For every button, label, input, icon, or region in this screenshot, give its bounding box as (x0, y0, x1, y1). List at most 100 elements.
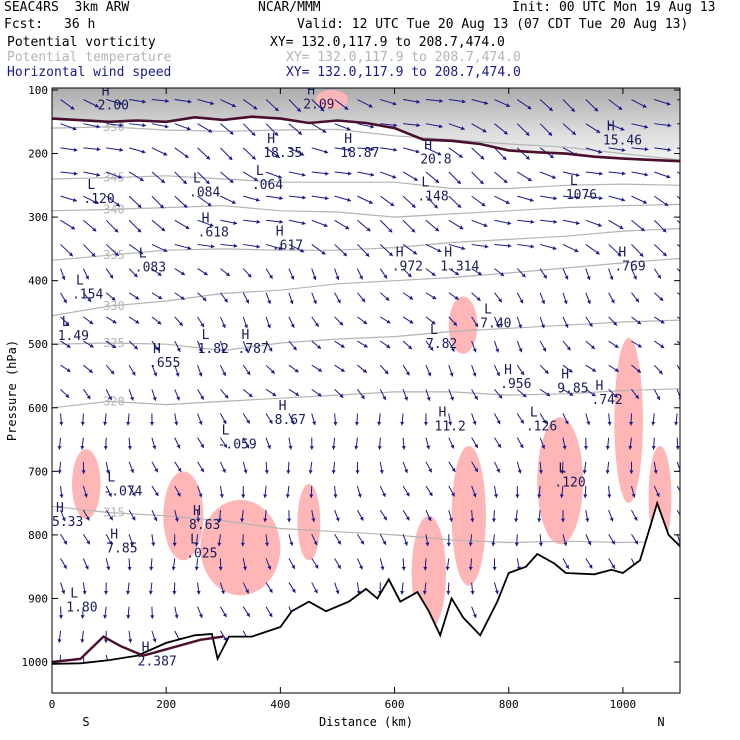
extremum-type: L (430, 323, 438, 338)
wind-vector-145 (197, 195, 212, 207)
x-tick-label-1000: 1000 (610, 698, 637, 711)
wind-vector-188 (242, 147, 256, 160)
wind-vector-head (198, 613, 203, 618)
wind-vector-563 (654, 123, 672, 128)
wind-vector-162 (197, 606, 203, 619)
wind-vector-head (256, 219, 261, 224)
wind-vector-313 (357, 533, 365, 545)
wind-vector-head (200, 323, 204, 328)
pv-region-9 (315, 90, 348, 110)
wind-vector-head (171, 566, 176, 571)
wind-vector-274 (334, 99, 349, 111)
wind-vector-191 (243, 219, 261, 224)
wind-vector-482 (562, 99, 576, 113)
wind-vector-569 (653, 268, 662, 279)
wind-vector-head (222, 420, 227, 425)
wind-vector-373 (425, 461, 433, 473)
wind-vector-341 (402, 195, 416, 209)
wind-vector-103 (151, 292, 163, 300)
wind-vector-109 (151, 437, 157, 450)
wind-vector-375 (425, 509, 432, 522)
wind-vector-183 (219, 582, 225, 595)
wind-vector-head (182, 180, 187, 185)
wind-vector-head (662, 252, 667, 257)
wind-vector-head (552, 175, 556, 179)
wind-vector-head (537, 518, 542, 523)
wind-vector-58 (105, 340, 117, 349)
wind-vector-388 (448, 316, 458, 327)
wind-vector-head (515, 494, 520, 498)
wind-vector-head (502, 156, 507, 161)
wind-vector-head (660, 344, 665, 348)
wind-vector-head (294, 368, 299, 373)
wind-vector-104 (151, 316, 162, 325)
wind-vector-head (564, 275, 569, 280)
wind-vector-head (450, 396, 454, 401)
wind-vector-head (690, 100, 694, 104)
extremum-value: .084 (189, 186, 220, 201)
wind-vector-417 (470, 510, 475, 523)
wind-vector-67 (105, 558, 111, 571)
wind-vector-181 (217, 534, 222, 547)
wind-vector-120 (174, 147, 189, 159)
wind-vector-head (404, 396, 409, 401)
wind-vector-head (527, 177, 532, 181)
wind-vector-258 (311, 219, 328, 228)
wind-vector-head (343, 252, 347, 257)
wind-vector-148 (197, 268, 208, 276)
wind-vector-shaft (676, 219, 680, 224)
wind-vector-head (586, 421, 591, 426)
wind-vector-head (382, 396, 386, 401)
wind-vector-head (80, 615, 85, 619)
wind-vector-head (393, 147, 398, 152)
wind-vector-head (131, 371, 136, 376)
wind-vector-507 (585, 219, 602, 227)
wind-vector-head (411, 203, 416, 208)
wind-vector-head (392, 174, 397, 179)
wind-vector-head (198, 420, 203, 425)
wind-vector-17 (60, 509, 66, 522)
wind-vector-366 (425, 292, 437, 300)
wind-vector-head (316, 345, 321, 349)
wind-vector-196 (242, 340, 249, 353)
wind-vector-530 (608, 292, 615, 304)
wind-vector-head (251, 131, 256, 136)
extremum-type: L (87, 178, 95, 193)
wind-vector-head (450, 347, 455, 352)
wind-vector-62 (103, 437, 108, 450)
wind-vector-551 (631, 316, 642, 325)
wind-vector-488 (562, 243, 579, 253)
wind-vector-178 (219, 461, 226, 473)
wind-vector-head (370, 124, 375, 129)
wind-vector-263 (311, 340, 322, 350)
wind-vector-180 (217, 510, 222, 523)
wind-vector-head (491, 542, 496, 547)
wind-vector-head (176, 444, 181, 449)
wind-vector-149 (197, 292, 207, 302)
wind-vector-head (514, 542, 519, 547)
wind-vector-head (457, 203, 462, 208)
wind-vector-213 (266, 195, 283, 201)
wind-vector-282 (334, 292, 341, 304)
wind-vector-head (296, 107, 301, 112)
wind-vector-500 (562, 534, 568, 546)
wind-vector-451 (516, 292, 524, 304)
wind-vector-442 (493, 582, 499, 595)
wind-vector-573 (653, 364, 663, 375)
wind-vector-174 (219, 364, 227, 377)
wind-vector-381 (448, 147, 463, 159)
wind-vector-head (174, 517, 179, 522)
wind-vector-head (177, 467, 182, 472)
wind-vector-head (496, 372, 500, 377)
wind-vector-549 (631, 268, 637, 280)
wind-vector-head (655, 492, 660, 497)
wind-vector-169 (220, 243, 238, 248)
wind-vector-289 (331, 461, 336, 474)
wind-vector-190 (243, 195, 260, 202)
wind-vector-248 (287, 510, 292, 523)
wind-vector-234 (288, 171, 306, 177)
wind-vector-444 (516, 123, 530, 137)
wind-vector-590 (676, 364, 680, 371)
wind-vector-head (137, 203, 142, 208)
wind-vector-head (667, 147, 672, 152)
